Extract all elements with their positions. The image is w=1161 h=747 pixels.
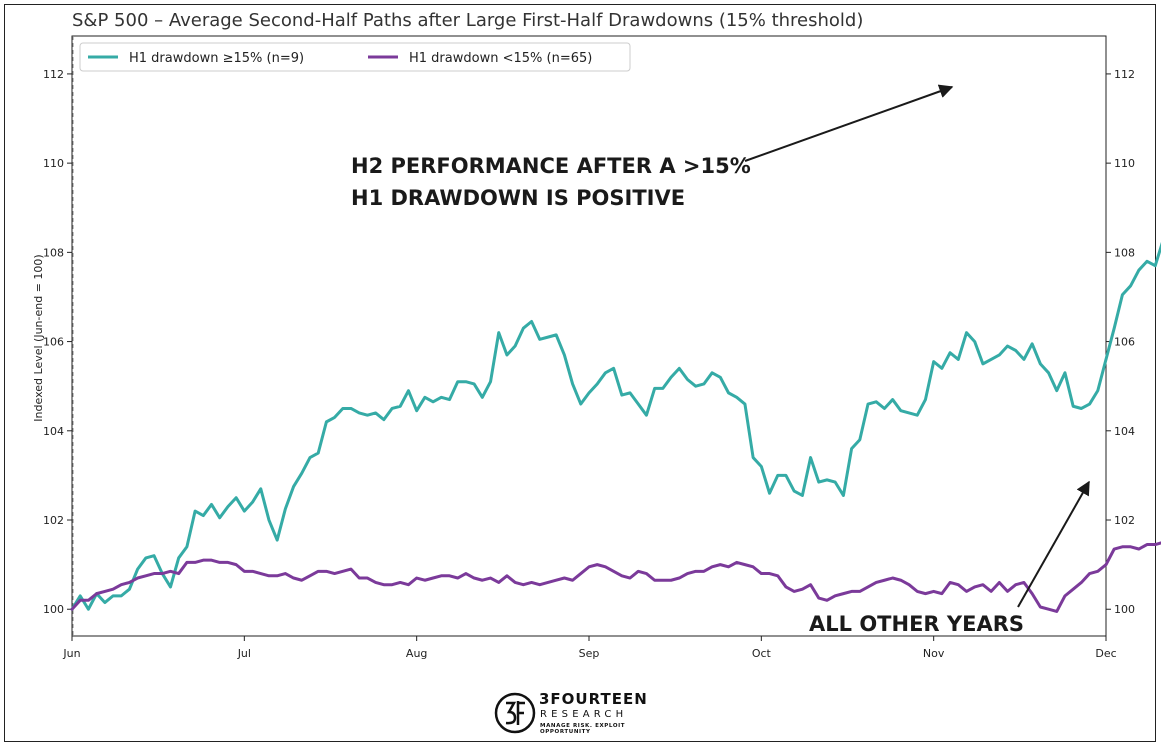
legend-box bbox=[79, 42, 631, 72]
annotation-arrow-positive bbox=[744, 84, 954, 162]
y-axis-label: Indexed Level (Jun-end = 100) bbox=[32, 254, 45, 421]
x-tick-label-jun: Jun bbox=[62, 647, 80, 660]
logo-subtitle: RESEARCH bbox=[540, 709, 628, 720]
x-axis: Jun Jul Aug Sep Oct Nov Dec bbox=[62, 636, 1117, 660]
series-layer bbox=[70, 36, 1161, 636]
x-tick-label-aug: Aug bbox=[406, 647, 427, 660]
y-tick-label-left-104: 104 bbox=[43, 425, 64, 438]
y-axis-right: 100 102 104 106 108 110 112 bbox=[1106, 68, 1135, 616]
logo-mark-icon bbox=[494, 692, 536, 734]
x-tick-label-dec: Dec bbox=[1095, 647, 1116, 660]
series-line-h1-ge15 bbox=[70, 241, 1161, 611]
y-tick-label-left-110: 110 bbox=[43, 157, 64, 170]
y-tick-label-right-102: 102 bbox=[1114, 514, 1135, 527]
logo-tagline: MANAGE RISK. EXPLOIT OPPORTUNITY bbox=[540, 723, 626, 735]
y-tick-label-right-106: 106 bbox=[1114, 336, 1135, 349]
y-tick-label-right-112: 112 bbox=[1114, 68, 1135, 81]
y-tick-label-right-104: 104 bbox=[1114, 425, 1135, 438]
logo-name: 3FOURTEEN bbox=[539, 690, 648, 708]
annotations: H2 PERFORMANCE AFTER A >15% H1 DRAWDOWN … bbox=[351, 84, 1090, 636]
y-axis-left: 100 102 104 106 108 110 112 bbox=[43, 68, 72, 616]
y-tick-label-left-108: 108 bbox=[43, 246, 64, 259]
plot-area bbox=[71, 35, 1107, 637]
y-tick-label-right-110: 110 bbox=[1114, 157, 1135, 170]
y-tick-label-right-100: 100 bbox=[1114, 603, 1135, 616]
y-tick-label-left-100: 100 bbox=[43, 603, 64, 616]
brand-logo: 3FOURTEEN RESEARCH MANAGE RISK. EXPLOIT … bbox=[493, 688, 663, 738]
y-tick-label-right-108: 108 bbox=[1114, 246, 1135, 259]
y-tick-label-left-106: 106 bbox=[43, 336, 64, 349]
x-tick-label-oct: Oct bbox=[752, 647, 772, 660]
annotation-other-years: ALL OTHER YEARS bbox=[809, 612, 1024, 636]
legend-label-h1-lt15: H1 drawdown <15% (n=65) bbox=[409, 51, 592, 66]
legend-label-h1-ge15: H1 drawdown ≥15% (n=9) bbox=[129, 51, 304, 66]
annotation-positive-line-2: H1 DRAWDOWN IS POSITIVE bbox=[351, 186, 685, 210]
legend: H1 drawdown ≥15% (n=9) H1 drawdown <15% … bbox=[79, 42, 631, 72]
x-tick-label-sep: Sep bbox=[579, 647, 600, 660]
annotation-positive-line-1: H2 PERFORMANCE AFTER A >15% bbox=[351, 154, 751, 178]
y-tick-label-left-112: 112 bbox=[43, 68, 64, 81]
x-tick-label-nov: Nov bbox=[923, 647, 945, 660]
x-tick-label-jul: Jul bbox=[237, 647, 251, 660]
annotation-arrow-other bbox=[1017, 480, 1090, 608]
y-tick-label-left-102: 102 bbox=[43, 514, 64, 527]
series-line-h1-lt15 bbox=[70, 541, 1161, 613]
chart-frame bbox=[4, 4, 1156, 742]
chart-title: S&P 500 – Average Second-Half Paths afte… bbox=[72, 10, 864, 31]
